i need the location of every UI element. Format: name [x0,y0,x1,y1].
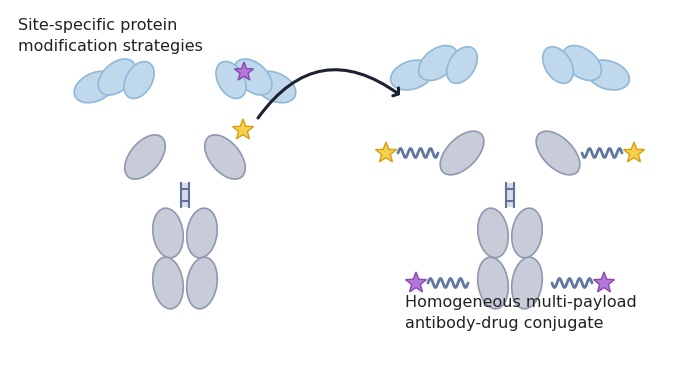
Ellipse shape [477,257,508,309]
Ellipse shape [419,46,458,81]
Ellipse shape [447,47,477,83]
Polygon shape [406,272,427,292]
Ellipse shape [98,59,136,95]
Ellipse shape [562,46,601,81]
Text: Homogeneous multi-payload
antibody-drug conjugate: Homogeneous multi-payload antibody-drug … [405,295,637,331]
Ellipse shape [74,71,116,103]
Ellipse shape [512,208,543,258]
Ellipse shape [586,60,630,90]
Ellipse shape [254,71,296,103]
Ellipse shape [153,257,184,309]
Polygon shape [232,119,253,139]
Polygon shape [375,142,397,162]
Ellipse shape [216,62,246,98]
Ellipse shape [205,135,245,179]
Ellipse shape [543,47,573,83]
Ellipse shape [234,59,272,95]
Ellipse shape [187,208,217,258]
FancyBboxPatch shape [506,183,514,207]
Ellipse shape [512,257,543,309]
Text: Site-specific protein
modification strategies: Site-specific protein modification strat… [18,18,203,54]
Ellipse shape [477,208,508,258]
Ellipse shape [440,131,484,175]
Polygon shape [623,142,645,162]
Ellipse shape [124,62,154,98]
Ellipse shape [390,60,434,90]
Polygon shape [234,62,253,80]
FancyBboxPatch shape [181,183,189,207]
Ellipse shape [153,208,184,258]
Ellipse shape [125,135,165,179]
Polygon shape [593,272,614,292]
Ellipse shape [187,257,217,309]
Ellipse shape [536,131,580,175]
